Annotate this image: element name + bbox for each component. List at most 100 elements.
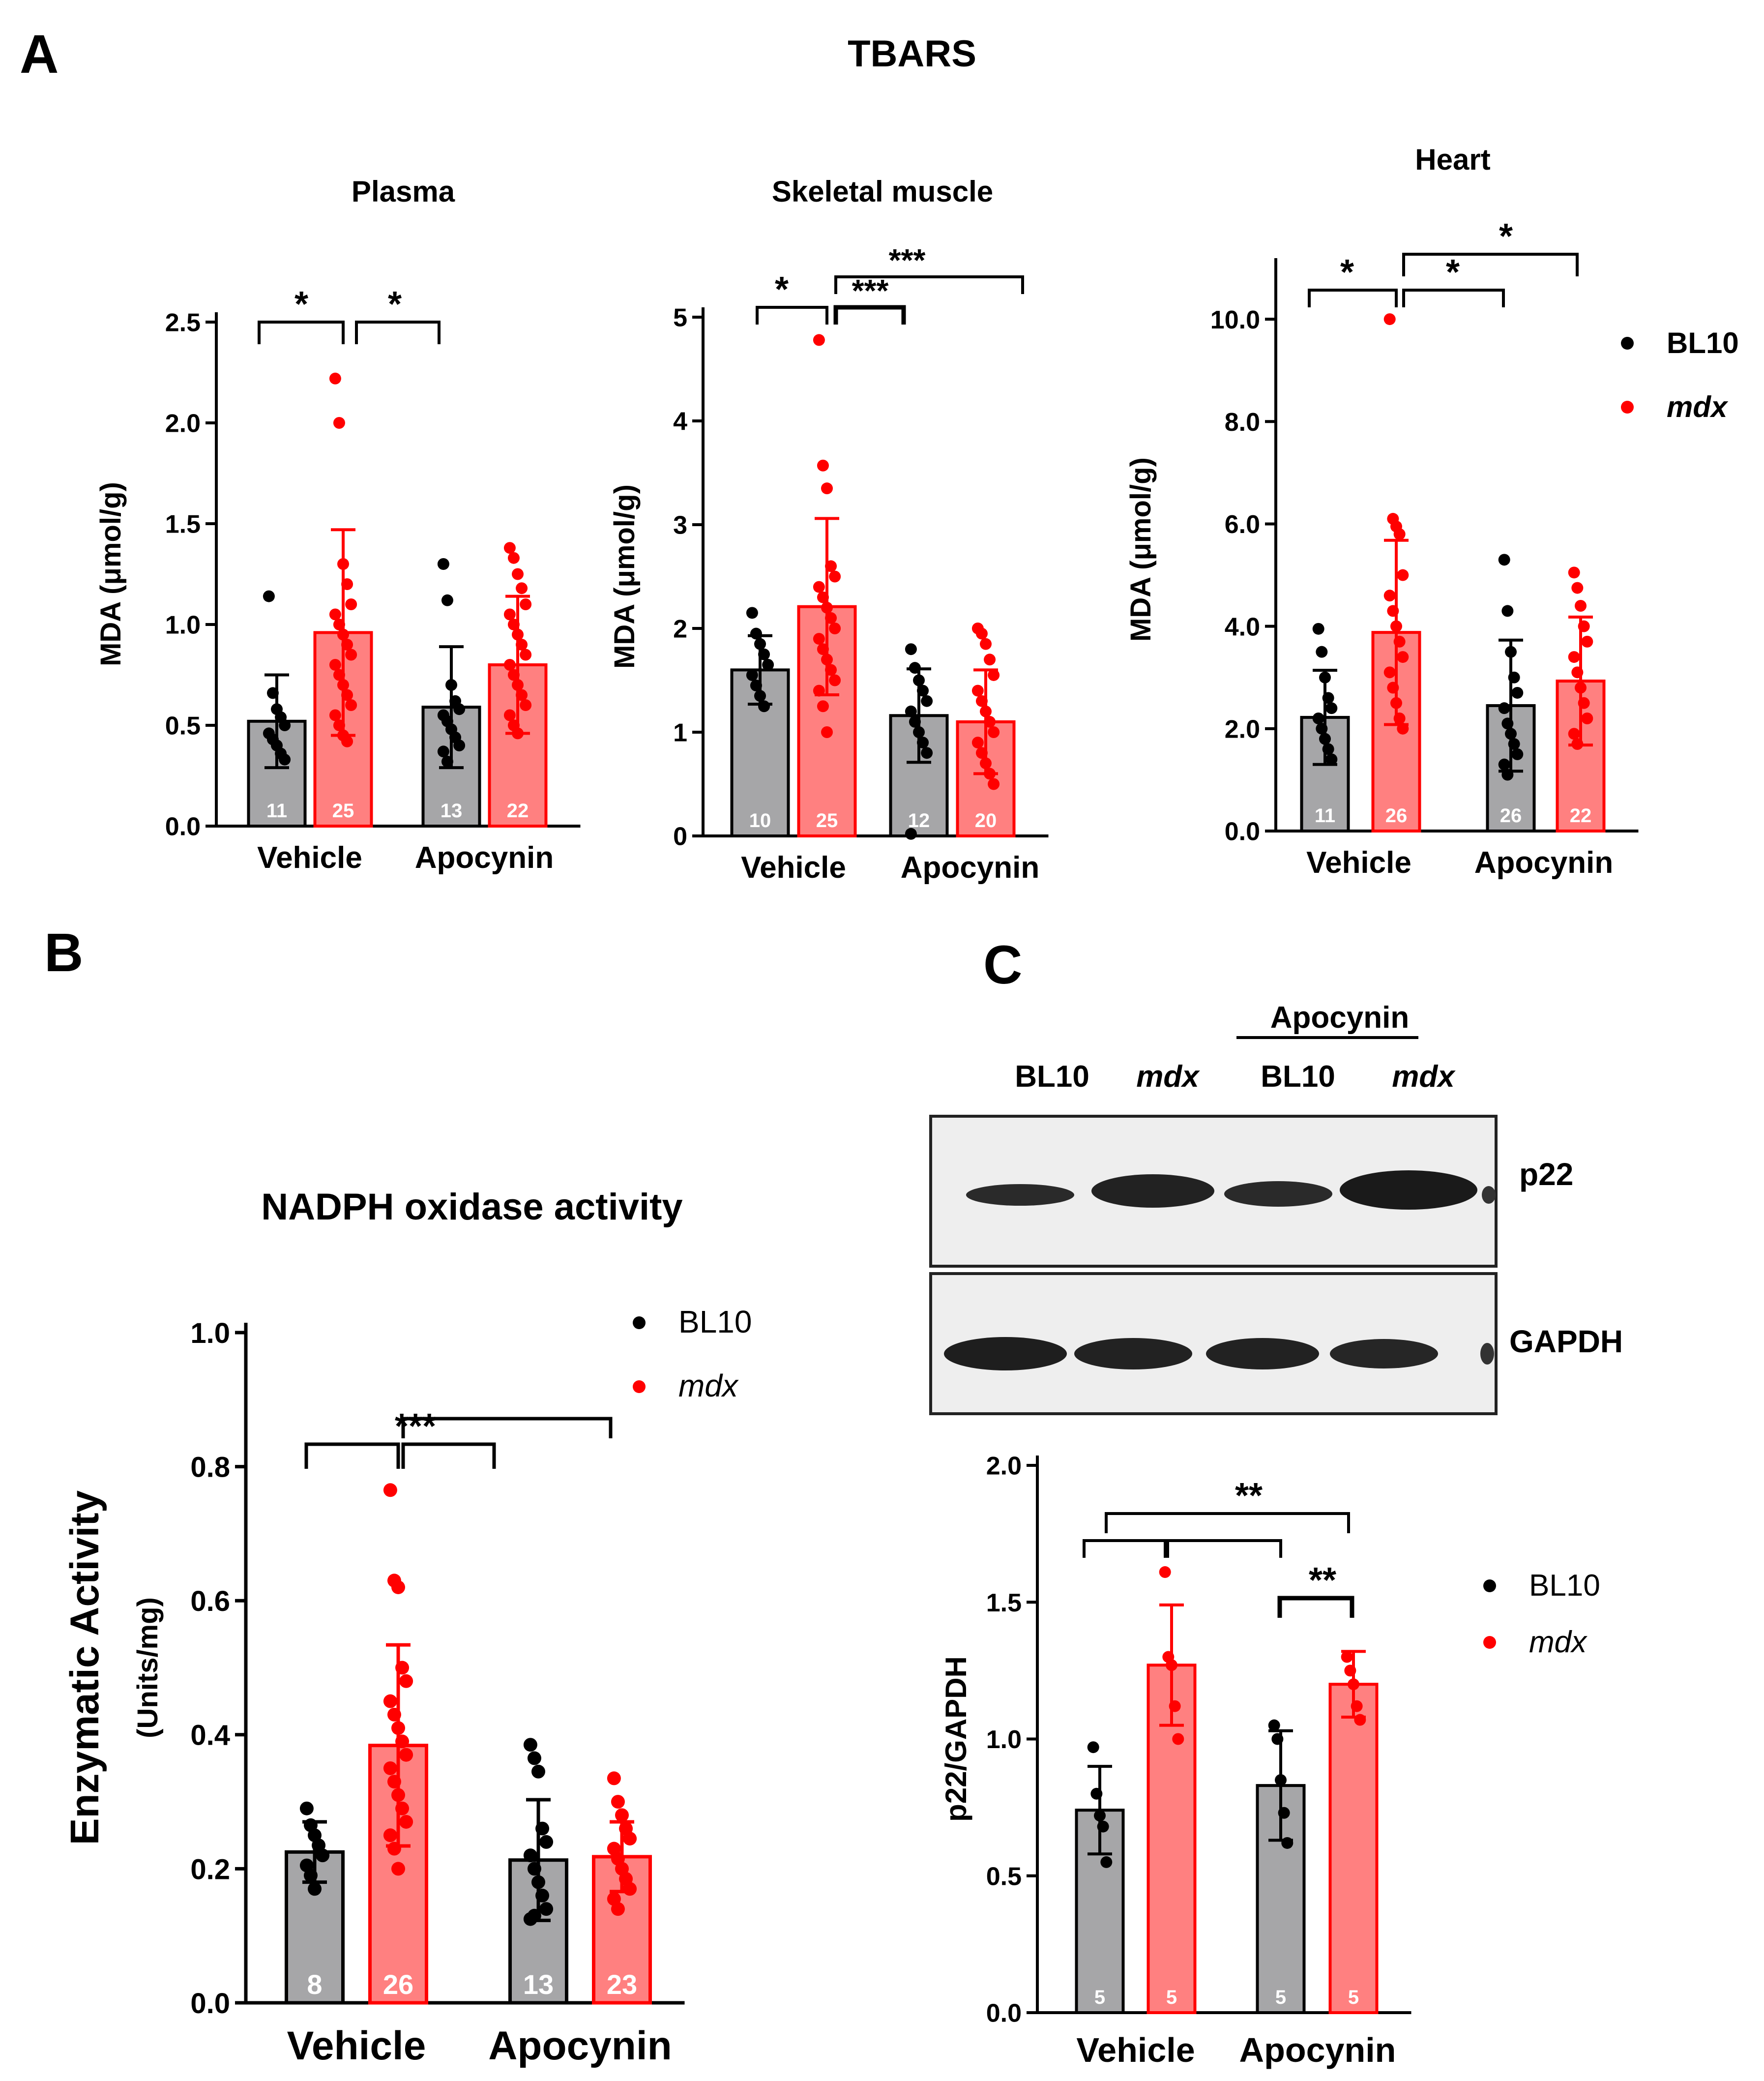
plasma-chart: Plasma 0.0 0.5 1.0 1.5 2.0 2.5 MDA (μmol/g) Vehi… <box>95 175 581 875</box>
mdx-data-point <box>1341 1651 1353 1663</box>
mdx-data-point <box>503 542 516 554</box>
tbars-title: TBARS <box>848 33 976 75</box>
significance-bracket <box>1277 1596 1354 1618</box>
blot-lane-label-2: mdx <box>1136 1060 1200 1094</box>
mdx-data-point <box>391 1862 405 1876</box>
n-label: 5 <box>1166 1987 1177 2008</box>
significance-label: * <box>1446 253 1460 292</box>
blot-p22-band-4 <box>1340 1170 1477 1210</box>
blot-gapdh-band-edge <box>1480 1343 1494 1365</box>
bl10-data-point <box>1100 1856 1113 1868</box>
y-axis-label-units: (Units/mg) <box>132 1597 164 1738</box>
y-tick-label: 0.0 <box>165 813 201 841</box>
legend-mdx-marker <box>1483 1636 1496 1649</box>
mdx-data-point <box>1571 582 1584 594</box>
y-tick-label: 5 <box>673 304 687 332</box>
bl10-data-point <box>1511 686 1524 699</box>
n-label: 5 <box>1275 1987 1286 2008</box>
mdx-data-point <box>971 684 984 697</box>
y-tick-label: 0.5 <box>986 1862 1022 1891</box>
n-label: 26 <box>1500 805 1522 827</box>
chart-title: Heart <box>1415 143 1490 176</box>
blot-gapdh-band-4 <box>1330 1339 1438 1368</box>
bl10-data-point <box>1312 713 1324 724</box>
bl10-data-point <box>1087 1741 1099 1754</box>
n-label: 12 <box>908 810 930 832</box>
legend-mdx-marker <box>633 1380 646 1393</box>
n-label: 25 <box>332 800 354 822</box>
significance-label: * <box>775 270 789 309</box>
bl10-data-point <box>531 1764 545 1779</box>
blot-p22-band-1 <box>966 1184 1074 1206</box>
bl10-bar <box>730 668 790 838</box>
y-tick-label: 0.2 <box>190 1853 230 1885</box>
heart-chart: Heart 0.0 2.0 4.0 6.0 8.0 10.0 MDA (μmol/g) Vehi… <box>1125 143 1739 880</box>
legend-mdx-marker <box>1621 401 1634 414</box>
mdx-data-point <box>341 735 353 747</box>
x-category-label: Vehicle <box>1076 2031 1195 2069</box>
bl10-data-point <box>263 590 275 602</box>
mdx-data-point <box>1172 1733 1184 1745</box>
blot-gapdh-label: GAPDH <box>1509 1324 1623 1359</box>
mdx-data-point <box>813 633 825 645</box>
legend-mdx-label: mdx <box>678 1368 739 1403</box>
mdx-data-point <box>611 1902 625 1916</box>
n-label: 13 <box>523 1969 554 2000</box>
y-tick-label: 2 <box>673 615 687 644</box>
significance-bracket <box>1105 1512 1350 1533</box>
y-axis-label: Enzymatic Activity <box>62 1490 107 1845</box>
western-blot: Apocynin BL10 mdx BL10 mdx p22 GAPDH <box>929 1001 1623 1415</box>
x-category-label: Vehicle <box>741 851 846 885</box>
mdx-data-point <box>1383 666 1396 679</box>
y-tick-label: 6.0 <box>1225 510 1260 539</box>
mdx-data-point <box>399 1814 413 1829</box>
mdx-data-point <box>1393 528 1406 540</box>
mdx-data-point <box>333 417 345 429</box>
bl10-data-point <box>437 745 449 758</box>
mdx-data-point <box>329 659 341 671</box>
panel-letter-c: C <box>983 935 1022 995</box>
n-label: 11 <box>266 800 287 822</box>
mdx-data-point <box>813 581 825 593</box>
significance-bracket <box>1402 253 1579 276</box>
x-category-label: Apocynin <box>1474 846 1613 880</box>
x-category-label: Apocynin <box>1239 2031 1396 2069</box>
bl10-data-point <box>279 753 291 766</box>
y-tick-label: 1.0 <box>165 611 201 640</box>
significance-bracket <box>1083 1539 1167 1558</box>
significance-label: * <box>388 285 402 324</box>
n-label: 22 <box>507 800 529 822</box>
mdx-data-point <box>611 1795 625 1809</box>
mdx-data-point <box>1581 635 1593 648</box>
n-label: 26 <box>1385 805 1408 827</box>
bl10-data-point <box>905 643 917 655</box>
legend-bl10-marker <box>1483 1579 1496 1592</box>
mdx-data-point <box>1568 566 1580 579</box>
mdx-data-point <box>329 372 341 385</box>
mdx-data-point <box>520 649 532 661</box>
significance-bracket <box>1166 1539 1282 1558</box>
y-tick-label: 0.4 <box>190 1720 230 1752</box>
legend-bl10-label: BL10 <box>678 1304 752 1339</box>
mdx-data-point <box>399 1748 413 1762</box>
y-tick-label: 0.8 <box>190 1451 230 1483</box>
y-tick-label: 2.0 <box>986 1452 1022 1481</box>
y-tick-label: 2.0 <box>165 410 201 438</box>
mdx-data-point <box>988 726 1000 738</box>
bl10-data-point <box>1498 554 1510 566</box>
mdx-data-point <box>984 654 996 666</box>
bl10-data-point <box>1325 753 1338 766</box>
bl10-data-point <box>1501 605 1514 617</box>
y-axis-label: MDA (μmol/g) <box>609 484 641 669</box>
mdx-data-point <box>1568 728 1580 740</box>
y-tick-label: 4.0 <box>1225 613 1260 641</box>
x-category-label: Apocynin <box>901 851 1039 885</box>
significance-bracket <box>304 1442 400 1469</box>
n-label: 5 <box>1348 1987 1359 2008</box>
significance-bracket <box>756 306 828 325</box>
significance-bracket <box>1402 289 1505 307</box>
mdx-data-point <box>507 552 520 564</box>
mdx-data-point <box>1581 713 1593 724</box>
chart-title: Plasma <box>352 175 455 208</box>
bl10-data-point <box>746 669 758 681</box>
